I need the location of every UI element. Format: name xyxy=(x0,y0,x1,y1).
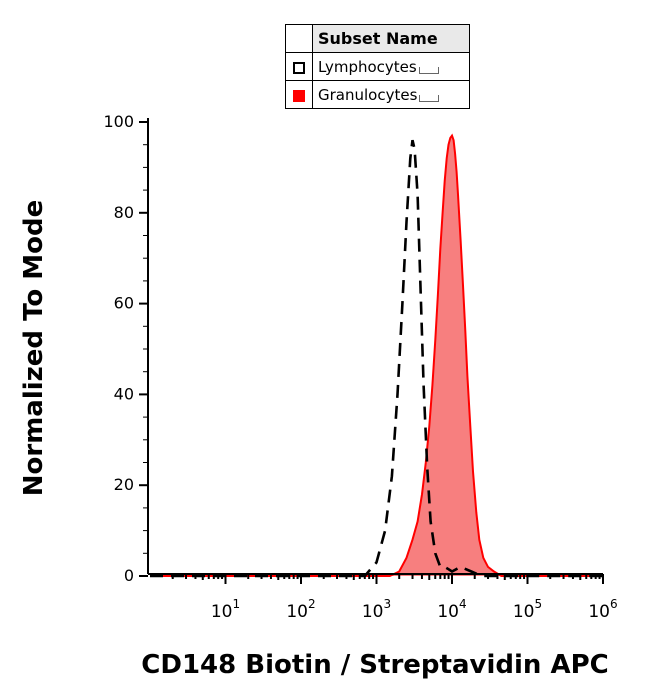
x-tick-label-exponent: 3 xyxy=(384,597,392,611)
x-tick-label-exponent: 4 xyxy=(459,597,467,611)
y-tick-label: 0 xyxy=(124,566,134,585)
x-tick-label: 101 xyxy=(211,597,240,622)
series-area-granulocytes xyxy=(150,135,603,576)
legend-swatch-cell xyxy=(285,52,313,81)
open-square-icon xyxy=(293,61,305,74)
y-tick-label: 100 xyxy=(103,112,134,131)
x-tick-label: 102 xyxy=(286,597,315,622)
y-tick-label: 20 xyxy=(114,475,134,494)
y-tick-label: 80 xyxy=(114,203,134,222)
x-tick-label: 106 xyxy=(588,597,617,622)
x-tick-label: 105 xyxy=(513,597,542,622)
x-tick-label-base: 10 xyxy=(362,602,384,622)
x-tick-label-base: 10 xyxy=(437,602,459,622)
legend-swatch-cell xyxy=(285,80,313,109)
legend-header-row: Subset Name xyxy=(285,24,470,53)
y-axis-label: Normalized To Mode xyxy=(19,200,49,497)
series-line-lymphocytes xyxy=(150,139,603,578)
x-tick-label-base: 10 xyxy=(286,602,308,622)
x-tick-label-exponent: 5 xyxy=(535,597,543,611)
filled-square-icon xyxy=(293,89,305,102)
legend-label-granulocytes: Granulocytes xyxy=(318,85,418,104)
y-tick-label: 40 xyxy=(114,384,134,403)
legend-table: Subset Name Lymphocytes Granulocytes xyxy=(285,24,470,109)
x-tick-label: 103 xyxy=(362,597,391,622)
legend-row-lymphocytes: Lymphocytes xyxy=(285,52,470,81)
x-tick-label-exponent: 2 xyxy=(308,597,316,611)
legend-header-blank xyxy=(285,24,313,53)
x-tick-label-base: 10 xyxy=(588,602,610,622)
series-layer xyxy=(150,133,603,578)
legend-label-lymphocytes: Lymphocytes xyxy=(318,57,417,76)
x-tick-label-base: 10 xyxy=(211,602,233,622)
x-axis-label: CD148 Biotin / Streptavidin APC xyxy=(141,650,608,680)
legend-trail-icon xyxy=(418,66,439,74)
x-tick-label-base: 10 xyxy=(513,602,535,622)
series-line-granulocytes xyxy=(150,133,603,577)
legend-label-cell: Granulocytes xyxy=(312,80,470,109)
y-tick-label: 60 xyxy=(114,294,134,313)
legend-header: Subset Name xyxy=(312,24,470,53)
x-tick-label: 104 xyxy=(437,597,466,622)
legend-row-granulocytes: Granulocytes xyxy=(285,80,470,109)
legend-label-cell: Lymphocytes xyxy=(312,52,470,81)
legend-trail-icon xyxy=(419,94,440,102)
x-tick-label-exponent: 6 xyxy=(610,597,618,611)
x-tick-label-exponent: 1 xyxy=(233,597,241,611)
